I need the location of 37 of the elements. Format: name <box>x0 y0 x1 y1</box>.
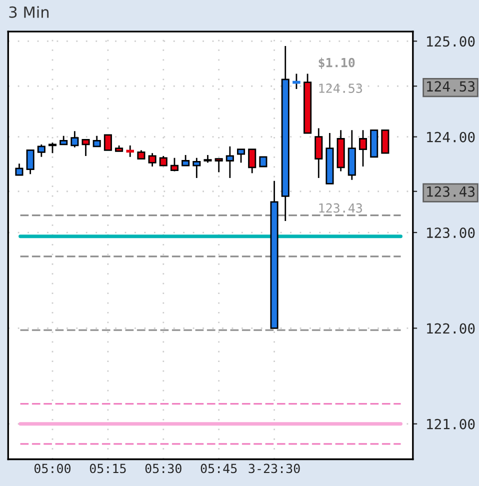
candlestick <box>159 155 168 166</box>
x-tick-label: 05:15 <box>90 464 126 474</box>
annotation: 124.53 <box>319 84 362 93</box>
x-tick-label: 05:30 <box>145 464 182 474</box>
candlestick <box>236 148 246 164</box>
chart-title: 3 Min <box>9 6 49 18</box>
x-tick-label: 05:00 <box>34 464 71 474</box>
x-tick-label: 05:45 <box>200 464 237 474</box>
candlestick <box>248 148 256 174</box>
y-tick-label: 124.53 <box>427 81 475 92</box>
annotation: $1.10 <box>318 58 355 69</box>
y-tick-label: 122.00 <box>427 323 475 334</box>
candlestick <box>26 150 34 175</box>
x-tick-label: 3-23:30 <box>248 464 300 474</box>
candlestick <box>259 156 268 168</box>
candlestick <box>170 157 178 172</box>
annotation: 123.43 <box>319 203 362 213</box>
y-tick-label: 123.43 <box>427 186 475 197</box>
candlestick <box>358 129 368 168</box>
candlestick <box>92 135 101 148</box>
y-tick-label: 123.00 <box>427 228 475 238</box>
y-tick-label: 125.00 <box>427 36 475 47</box>
candlestick <box>214 158 223 173</box>
candlestick <box>314 128 323 179</box>
candlestick <box>104 134 112 151</box>
candlestick <box>182 154 190 166</box>
candlestick <box>15 162 24 176</box>
candlestick <box>82 139 90 157</box>
candlestick <box>70 130 79 148</box>
candlestick <box>37 144 46 158</box>
candlestick <box>226 146 234 179</box>
candlestick <box>148 152 156 168</box>
y-tick-label: 124.00 <box>427 132 475 142</box>
candlestick <box>48 142 57 154</box>
y-tick-label: 121.00 <box>427 418 475 430</box>
candlestick <box>192 157 201 179</box>
candlestick <box>381 129 390 154</box>
